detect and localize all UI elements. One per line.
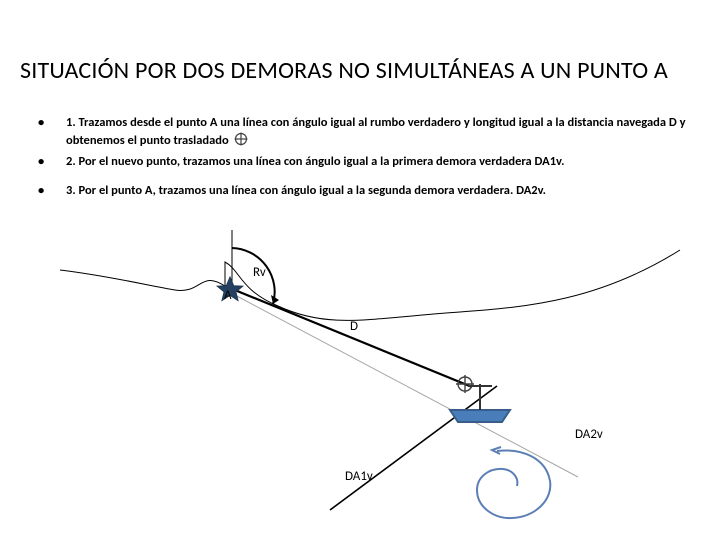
label-rv: Rv — [253, 265, 266, 280]
bullet-3: • 3. Por el punto A, trazamos una línea … — [36, 183, 690, 200]
bullet-marker: • — [36, 115, 66, 132]
boat-icon — [450, 384, 510, 422]
bullet-2-text: 2. Por el nuevo punto, trazamos una líne… — [66, 154, 690, 171]
translated-point-target-icon — [456, 375, 474, 393]
course-line — [225, 286, 472, 387]
bullet-2: • 2. Por el nuevo punto, trazamos una lí… — [36, 154, 690, 171]
label-da1v: DA1v — [345, 469, 373, 484]
nav-diagram — [0, 230, 720, 530]
page-title: SITUACIÓN POR DOS DEMORAS NO SIMULTÁNEAS… — [20, 56, 700, 85]
bullet-1-text: 1. Trazamos desde el punto A una línea c… — [66, 115, 686, 148]
bullet-1: • 1. Trazamos desde el punto A una línea… — [36, 115, 690, 152]
bullet-list: • 1. Trazamos desde el punto A una línea… — [36, 115, 690, 202]
label-da2v: DA2v — [575, 427, 603, 442]
da2v-line — [233, 294, 578, 477]
bullet-marker: • — [36, 183, 66, 200]
bullet-3-text: 3. Por el punto A, trazamos una línea co… — [66, 183, 690, 200]
bullet-marker: • — [36, 154, 66, 171]
label-a: A — [224, 288, 232, 303]
spiral-icon — [477, 450, 550, 518]
coastline — [60, 250, 680, 320]
target-icon — [234, 132, 248, 152]
label-d: D — [350, 319, 358, 334]
da1v-line — [330, 386, 497, 510]
